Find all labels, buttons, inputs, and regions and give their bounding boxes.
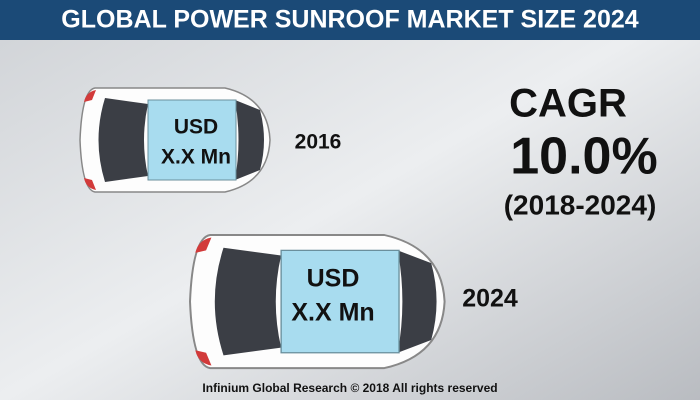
car-currency: USD [174, 116, 218, 139]
car-value: X.X Mn [291, 299, 374, 327]
car-year: 2024 [462, 285, 518, 313]
title-bar [0, 0, 700, 40]
footer: Infinium Global Research © 2018 All righ… [202, 381, 497, 395]
cagr-period: (2018-2024) [504, 189, 657, 220]
cagr-value: 10.0% [510, 128, 657, 186]
car-currency: USD [307, 265, 360, 293]
title: GLOBAL POWER SUNROOF MARKET SIZE 2024 [61, 6, 638, 34]
car-year: 2016 [295, 131, 342, 154]
cagr-label: CAGR [509, 82, 627, 126]
car-value: X.X Mn [161, 146, 231, 169]
car-icon [79, 87, 271, 193]
